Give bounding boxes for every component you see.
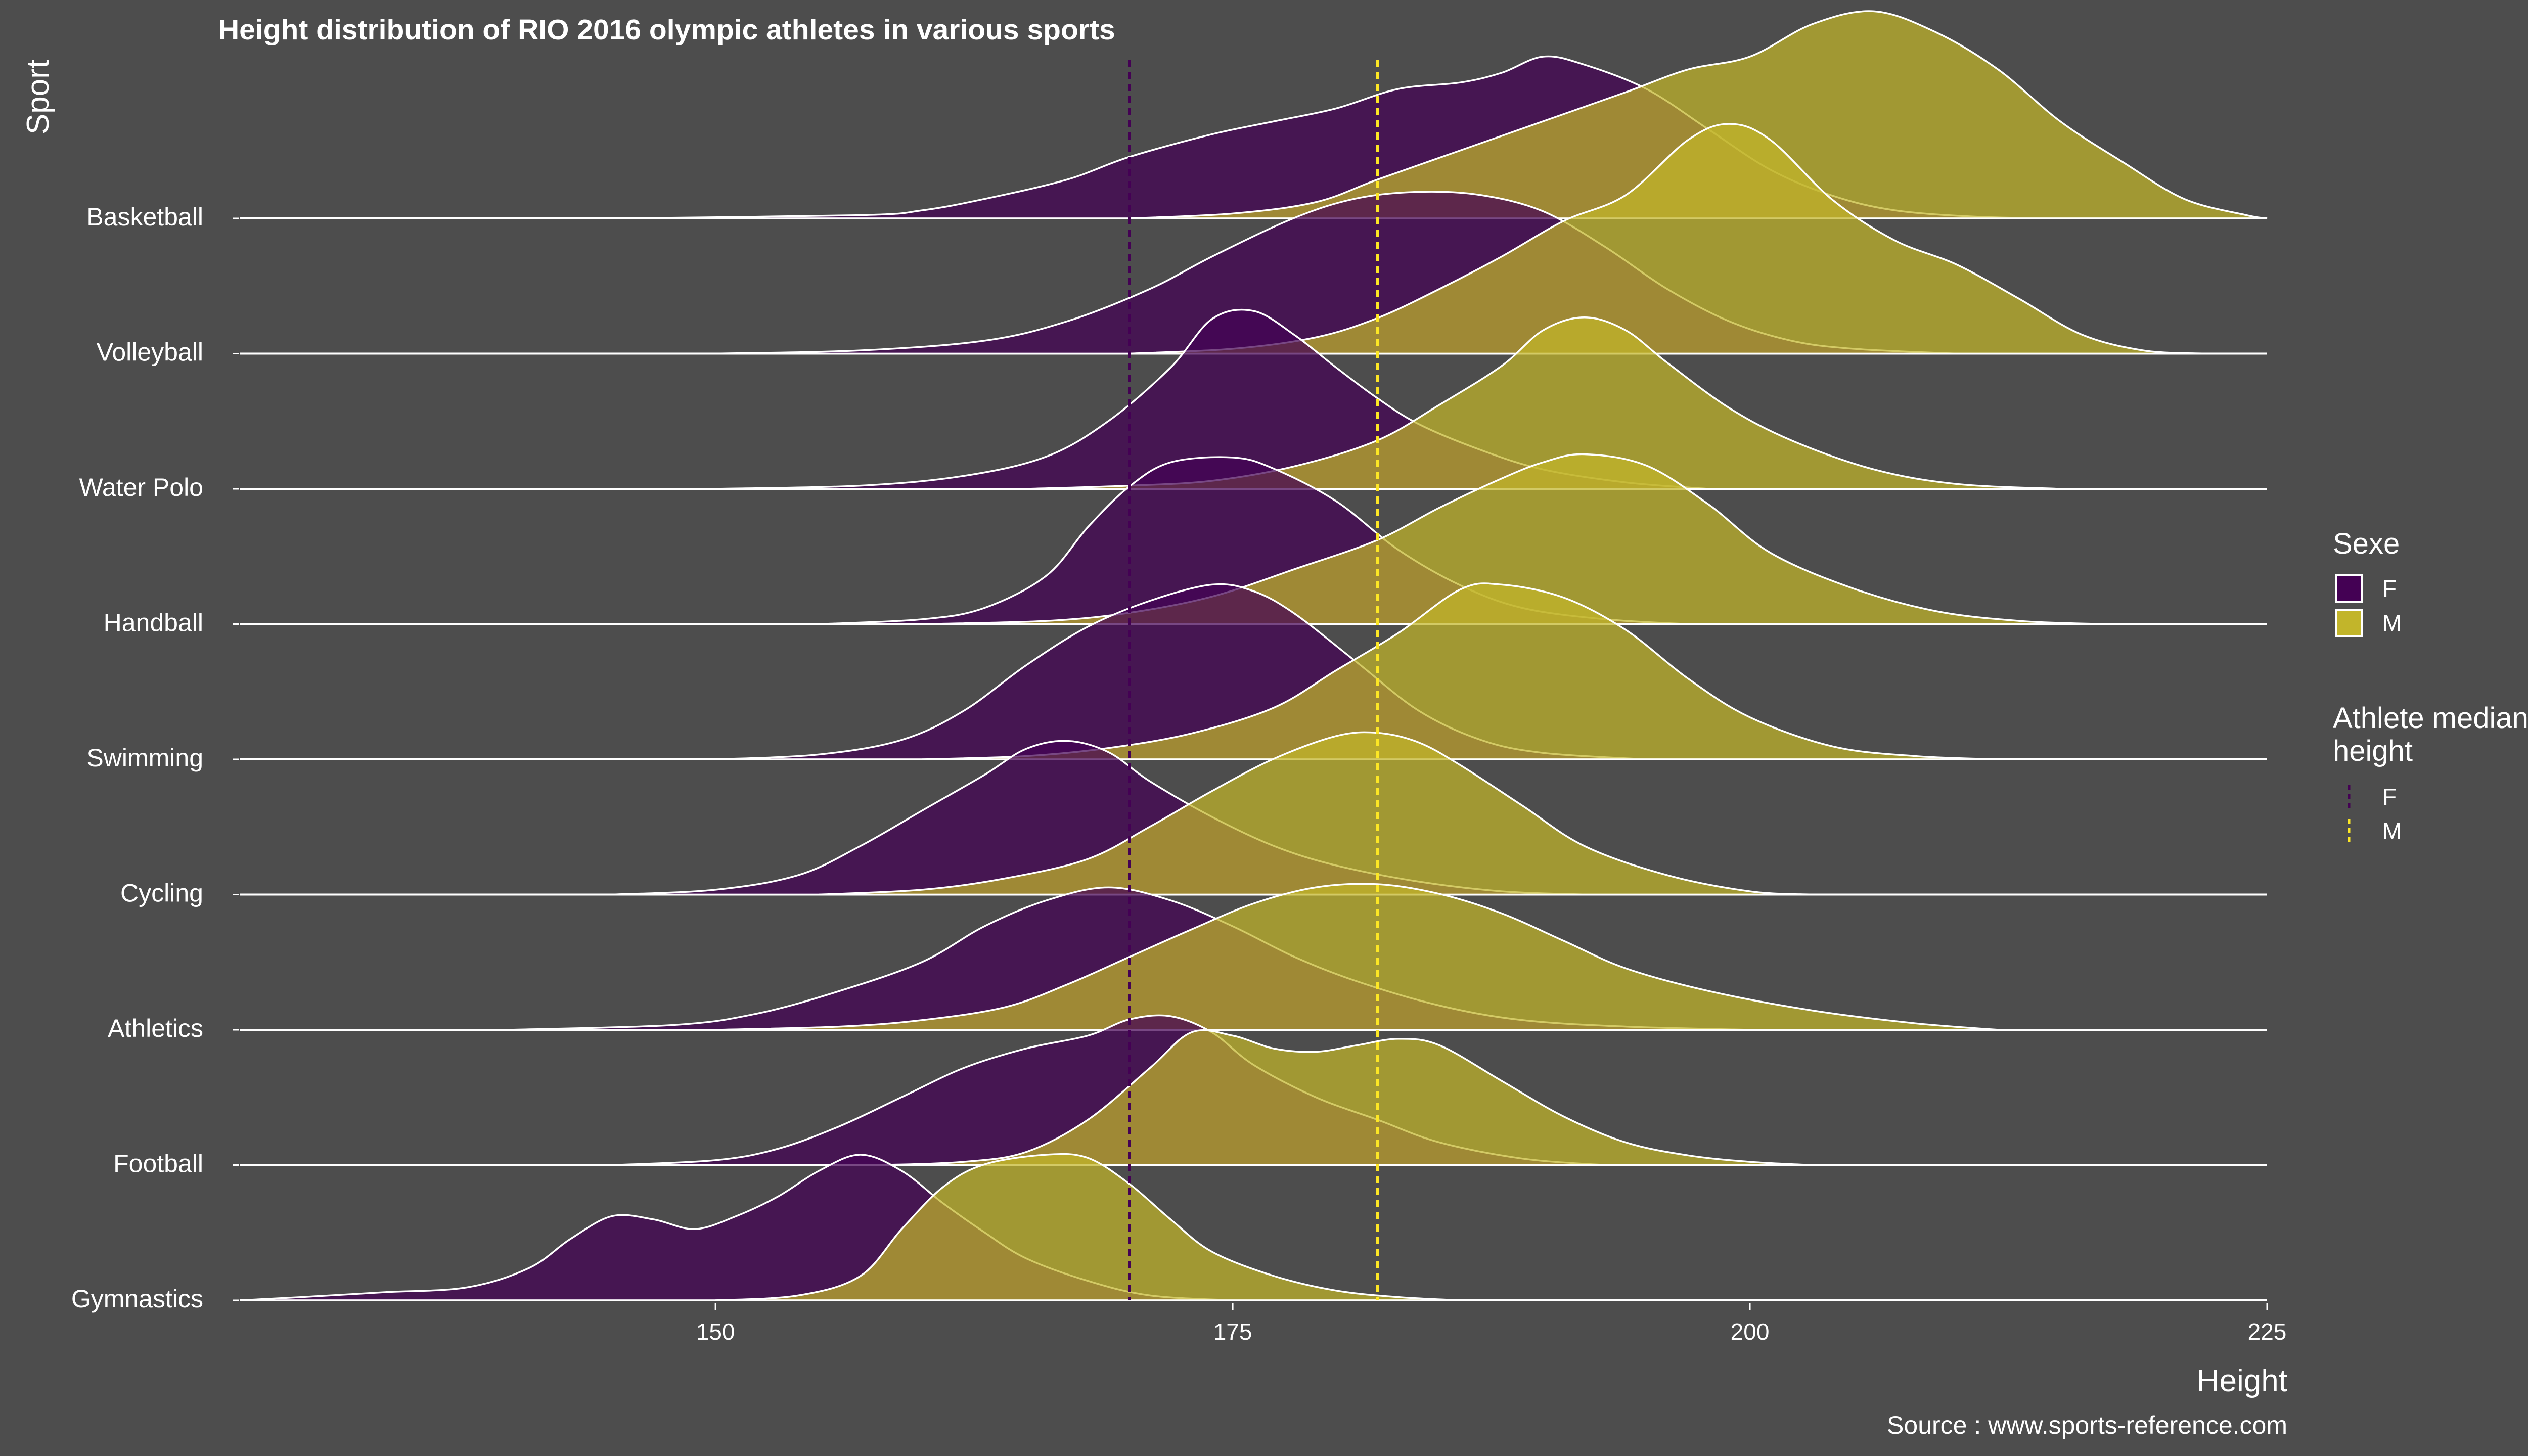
legend-label-f: F [2382, 575, 2397, 602]
legend-median-label-f: F [2382, 784, 2397, 810]
y-axis: Basketball Volleyball Water Polo Handball Sw… [71, 203, 239, 1313]
median-lines [1127, 60, 1379, 1300]
x-tick-label-200: 200 [1731, 1318, 1770, 1345]
chart-title: Height distribution of RIO 2016 olympic … [218, 14, 1115, 46]
y-tick-label-water-polo: Water Polo [79, 473, 203, 502]
legend-median-title-line-2: height [2333, 735, 2413, 767]
x-tick-label-150: 150 [696, 1318, 735, 1345]
legend-median: Athlete median height F M [2333, 702, 2528, 845]
y-tick-label-football: Football [113, 1150, 203, 1178]
legend-sexe: Sexe F M [2333, 527, 2402, 637]
x-tick-label-225: 225 [2248, 1318, 2287, 1345]
density-gymnastics-m [715, 1153, 1461, 1301]
y-tick-label-swimming: Swimming [86, 744, 203, 772]
density-basketball-m [1129, 10, 2268, 219]
x-tick-label-175: 175 [1213, 1318, 1252, 1345]
x-axis: 150 175 200 225 [696, 1303, 2287, 1345]
y-tick-label-athletics: Athletics [108, 1014, 203, 1042]
legend-median-label-m: M [2382, 818, 2402, 844]
density-swimming-m [922, 582, 1999, 760]
legend-sexe-title: Sexe [2333, 527, 2400, 560]
y-tick-label-handball: Handball [104, 609, 203, 637]
legend-swatch-m [2335, 609, 2363, 637]
y-tick-label-volleyball: Volleyball [97, 338, 203, 367]
density-athletics-m [715, 883, 1999, 1031]
y-tick-label-gymnastics: Gymnastics [71, 1285, 203, 1313]
y-axis-title: Sport [21, 60, 56, 134]
density-football-m [881, 1029, 1812, 1166]
legend-label-m: M [2382, 610, 2402, 636]
y-tick-label-basketball: Basketball [86, 203, 203, 231]
source-caption: Source : www.sports-reference.com [1887, 1411, 2287, 1439]
density-volleyball-m [1129, 123, 2205, 355]
legend-median-title-line-1: Athlete median [2333, 702, 2528, 735]
legend-swatch-f [2335, 574, 2363, 603]
x-axis-title: Height [2197, 1363, 2287, 1398]
y-tick-label-cycling: Cycling [120, 879, 203, 907]
density-cycling-m [819, 731, 1812, 896]
